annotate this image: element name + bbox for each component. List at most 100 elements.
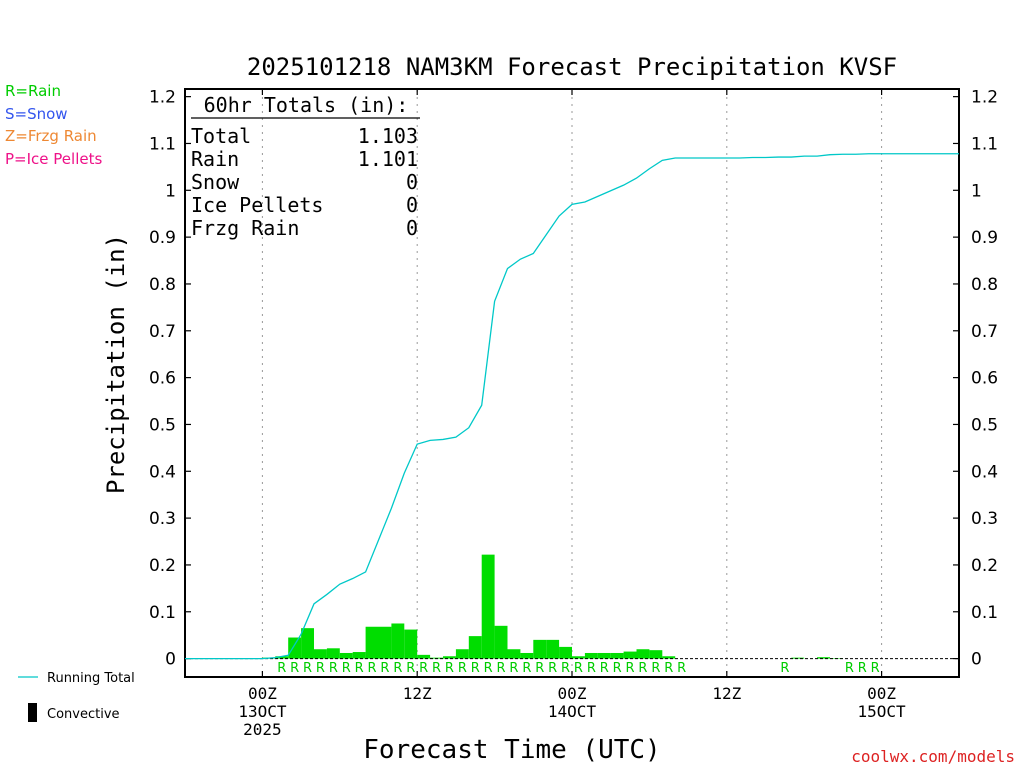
precip-bar xyxy=(326,648,340,659)
ptype-marker: R xyxy=(574,661,583,676)
ptype-marker: R xyxy=(342,661,351,676)
x-tick-label: 13OCT xyxy=(238,702,287,721)
y-tick-label: 1.1 xyxy=(149,134,176,154)
y-tick-label: 0.7 xyxy=(149,322,176,342)
x-tick-label: 12Z xyxy=(712,684,741,703)
ptype-marker: R xyxy=(677,661,686,676)
ptype-marker: R xyxy=(277,661,286,676)
precip-bar xyxy=(275,656,289,659)
ptype-marker: R xyxy=(535,661,544,676)
y-tick-label: 0.6 xyxy=(971,369,998,389)
precip-bar xyxy=(533,639,547,659)
y-tick-label: 0.6 xyxy=(149,369,176,389)
ptype-marker: R xyxy=(651,661,660,676)
vertical-gridlines xyxy=(261,90,883,676)
y-tick-label: 1.2 xyxy=(149,88,176,108)
ptype-marker: R xyxy=(303,661,312,676)
ptype-marker: R xyxy=(445,661,454,676)
precip-bar xyxy=(378,626,392,659)
precip-bar xyxy=(559,646,572,659)
x-tick-label: 2025 xyxy=(243,720,282,739)
totals-label: Snow xyxy=(191,170,240,194)
ptype-marker: R xyxy=(484,661,493,676)
precip-bar xyxy=(623,651,637,659)
y-tick-label: 0.1 xyxy=(149,603,176,623)
precip-bar xyxy=(481,554,495,659)
ptype-marker: R xyxy=(561,661,570,676)
totals-header: 60hr Totals (in): xyxy=(204,93,409,117)
running-total-line xyxy=(185,153,959,660)
precip-bar xyxy=(455,649,469,659)
totals-label: Total xyxy=(191,124,251,148)
precip-bar xyxy=(391,623,405,659)
y-tick-label: 0.5 xyxy=(971,415,998,435)
precip-bar xyxy=(494,625,508,659)
y-tick-label: 0.4 xyxy=(149,462,176,482)
y-tick-label: 0.8 xyxy=(149,275,176,295)
ptype-marker: R xyxy=(497,661,506,676)
ptype-marker: R xyxy=(664,661,673,676)
ptype-marker: R xyxy=(419,661,428,676)
precip-bar xyxy=(597,652,611,659)
precip-bar xyxy=(443,656,456,659)
y-tick-label: 0.3 xyxy=(971,509,998,529)
precip-bar xyxy=(365,626,379,659)
precip-bar xyxy=(507,649,521,659)
ptype-marker: R xyxy=(613,661,622,676)
chart-title: 2025101218 NAM3KM Forecast Precipitation… xyxy=(247,53,897,81)
ptype-marker: R xyxy=(522,661,531,676)
ptype-marker: R xyxy=(858,661,867,676)
ptype-legend: R=Rain S=Snow Z=Frzg Rain P=Ice Pellets xyxy=(5,82,102,168)
precip-bar xyxy=(649,650,663,659)
y-tick-label: 0.9 xyxy=(149,228,176,248)
ptype-marker: R xyxy=(406,661,415,676)
precip-bar xyxy=(817,657,830,659)
precip-bar xyxy=(520,652,534,659)
legend-snow: S=Snow xyxy=(5,105,68,123)
x-tick-label: 00Z xyxy=(867,684,896,703)
y-axis-label: Precipitation (in) xyxy=(102,234,130,494)
convective-legend-swatch xyxy=(28,703,37,722)
totals-label: Frzg Rain xyxy=(191,216,299,240)
hourly-precip-bars xyxy=(262,554,843,659)
totals-value: 1.103 xyxy=(358,124,418,148)
ptype-marker: R xyxy=(380,661,389,676)
y-tick-label: 0.7 xyxy=(971,322,998,342)
convective-legend-label: Convective xyxy=(47,707,120,722)
ptype-marker: R xyxy=(355,661,364,676)
x-axis-label: Forecast Time (UTC) xyxy=(363,735,660,765)
x-tick-label: 15OCT xyxy=(858,702,907,721)
ptype-marker: R xyxy=(548,661,557,676)
totals-label: Ice Pellets xyxy=(191,193,323,217)
precip-bar xyxy=(468,636,482,659)
precip-bar xyxy=(662,656,676,659)
series-legend: Running Total Convective xyxy=(18,671,135,722)
ptype-marker: R xyxy=(471,661,480,676)
legend-rain: R=Rain xyxy=(5,82,61,100)
precip-bar xyxy=(584,652,598,659)
precip-bar xyxy=(339,652,353,659)
y-tick-label: 0.3 xyxy=(149,509,176,529)
ptype-marker: R xyxy=(329,661,338,676)
y-tick-label: 0.2 xyxy=(149,556,176,576)
totals-value: 0 xyxy=(406,170,418,194)
precip-bar xyxy=(352,652,366,659)
ptype-marker: R xyxy=(458,661,467,676)
legend-frzg-rain: Z=Frzg Rain xyxy=(5,127,97,145)
totals-value: 1.101 xyxy=(358,147,418,171)
y-tick-label: 1 xyxy=(971,181,982,201)
legend-ice-pellets: P=Ice Pellets xyxy=(5,150,102,168)
y-axis-right: 0 0.1 0.2 0.3 0.4 0.5 0.6 0.7 0.8 0.9 1 1.1 1.2 xyxy=(953,88,998,670)
precip-bar xyxy=(572,656,585,659)
running-total-legend-label: Running Total xyxy=(47,671,135,686)
precip-bar xyxy=(288,637,302,659)
precip-bar xyxy=(301,628,314,659)
ptype-marker: R xyxy=(871,661,880,676)
ptype-marker: R xyxy=(316,661,325,676)
totals-value: 0 xyxy=(406,193,418,217)
y-tick-label: 1 xyxy=(165,181,176,201)
precip-bar xyxy=(417,654,431,659)
